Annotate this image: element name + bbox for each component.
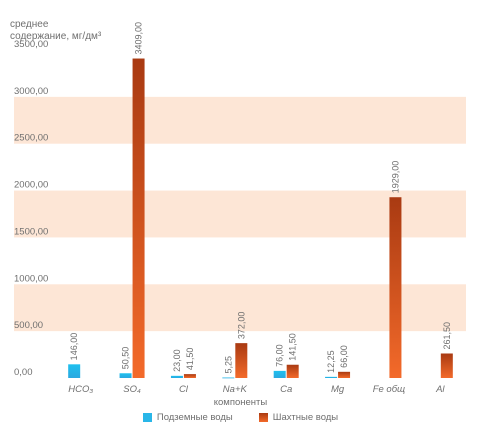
bar-minewater — [338, 371, 351, 378]
legend-swatch-groundwater — [142, 413, 152, 422]
bar-groundwater — [273, 370, 286, 378]
legend-label-minewater: Шахтные воды — [272, 412, 339, 423]
bar-groundwater — [222, 377, 235, 379]
y-axis-title-line-2: содержание, мг/дм³ — [10, 31, 102, 42]
legend: Подземные воды Шахтные воды — [0, 412, 481, 423]
data-label: 50,50 — [121, 347, 131, 370]
legend-item-groundwater[interactable]: Подземные воды — [142, 412, 233, 423]
x-tick-label: Al — [435, 384, 445, 395]
data-label: 261,50 — [442, 322, 452, 350]
bar-minewater — [389, 197, 402, 378]
legend-swatch-minewater — [258, 413, 268, 422]
data-label: 12,25 — [326, 350, 336, 373]
x-axis-ticks: HCO₃ SO₄ Cl Na+K Ca Mg Fe общ Al — [68, 384, 445, 395]
x-tick-label: Na+K — [223, 384, 248, 395]
bar-groundwater — [325, 376, 338, 378]
data-labels: 146,00 50,50 3409,00 23,00 41,50 5,25 372,00 76… — [69, 22, 452, 374]
bars — [68, 58, 453, 379]
x-tick-label: Mg — [331, 384, 345, 395]
data-label: 23,00 — [172, 349, 182, 372]
y-tick-label: 2500,00 — [14, 133, 48, 144]
y-tick-label: 3000,00 — [14, 86, 48, 97]
grid-band — [14, 96, 466, 144]
data-label: 146,00 — [69, 333, 79, 361]
y-tick-label: 1500,00 — [14, 226, 48, 237]
x-tick-label: Cl — [179, 384, 189, 395]
y-tick-label: 500,00 — [14, 320, 43, 331]
x-axis-title: компоненты — [213, 397, 268, 408]
data-label: 76,00 — [275, 344, 285, 367]
legend-item-minewater[interactable]: Шахтные воды — [258, 412, 339, 423]
data-label: 5,25 — [223, 356, 233, 374]
y-tick-label: 1000,00 — [14, 273, 48, 284]
data-label: 141,50 — [288, 333, 298, 361]
x-tick-label: HCO₃ — [68, 384, 93, 395]
bar-groundwater — [119, 373, 132, 378]
bar-minewater — [286, 364, 299, 378]
data-label: 372,00 — [236, 312, 246, 340]
y-tick-label: 0,00 — [14, 367, 33, 378]
data-label: 1929,00 — [390, 161, 400, 194]
data-label: 66,00 — [339, 345, 349, 368]
legend-label-groundwater: Подземные воды — [156, 412, 233, 423]
x-tick-label: Ca — [280, 384, 292, 395]
x-tick-label: Fe общ — [373, 384, 405, 395]
bar-minewater — [183, 374, 196, 378]
y-tick-label: 3500,00 — [14, 39, 48, 50]
y-tick-label: 2000,00 — [14, 180, 48, 191]
bar-minewater — [132, 58, 145, 378]
y-axis-title-line-1: среднее — [10, 19, 49, 30]
data-label: 3409,00 — [134, 22, 144, 55]
bar-minewater — [440, 353, 453, 378]
bar-groundwater — [170, 375, 183, 378]
x-tick-label: SO₄ — [123, 384, 141, 395]
bar-groundwater — [68, 364, 81, 378]
y-axis-ticks: 0,00 500,00 1000,00 1500,00 2000,00 2500,00 30… — [14, 39, 48, 378]
bar-minewater — [235, 343, 248, 378]
data-label: 41,50 — [185, 348, 195, 371]
